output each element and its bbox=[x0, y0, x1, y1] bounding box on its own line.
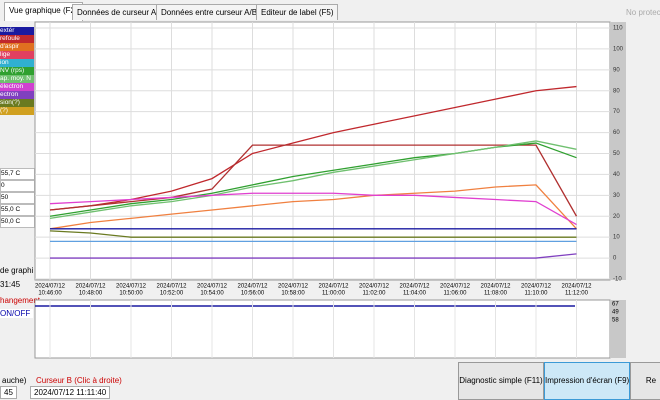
tab[interactable]: Editeur de label (F5) bbox=[256, 4, 339, 20]
x-tick-label: 11:06:00 bbox=[444, 291, 468, 297]
protect-label: No protect bbox=[626, 8, 660, 17]
x-tick-label: 11:02:00 bbox=[363, 291, 387, 297]
x-tick-date: 2024/07/12 bbox=[237, 284, 268, 290]
y-tick-label: 50 bbox=[613, 151, 620, 157]
x-tick-date: 2024/07/12 bbox=[561, 284, 592, 290]
legend-item: ap. moy. N bbox=[0, 75, 34, 83]
y-axis-strip bbox=[610, 22, 626, 280]
series-line bbox=[49, 140, 577, 219]
x-tick-date: 2024/07/12 bbox=[278, 284, 309, 290]
series-line bbox=[49, 184, 577, 230]
x-tick-date: 2024/07/12 bbox=[440, 284, 471, 290]
x-tick-label: 10:58:00 bbox=[281, 291, 305, 297]
x-tick-date: 2024/07/12 bbox=[318, 284, 349, 290]
x-tick-label: 10:50:00 bbox=[119, 291, 143, 297]
side-label: de graphi bbox=[0, 266, 34, 275]
series-line bbox=[49, 192, 577, 226]
legend-item: d'aspir bbox=[0, 43, 34, 51]
cursor-a-label: auche) bbox=[2, 376, 27, 385]
legend-item: sion(?) bbox=[0, 99, 34, 107]
cursor-a-value: 45 bbox=[0, 386, 17, 399]
x-tick-date: 2024/07/12 bbox=[116, 284, 147, 290]
x-tick-date: 2024/07/12 bbox=[521, 284, 552, 290]
strip-tick: 67 bbox=[612, 302, 619, 308]
strip-tick: 49 bbox=[612, 310, 619, 316]
y-tick-label: 20 bbox=[613, 214, 620, 220]
x-tick-label: 11:04:00 bbox=[403, 291, 427, 297]
cursor-b-value: 2024/07/12 11:11:40 bbox=[30, 386, 111, 399]
y-tick-label: -10 bbox=[613, 277, 622, 283]
y-tick-label: 40 bbox=[613, 172, 620, 178]
y-tick-label: 60 bbox=[613, 130, 620, 136]
series-line bbox=[50, 253, 577, 259]
legend-item: électron bbox=[0, 83, 34, 91]
legend-item: ion bbox=[0, 59, 34, 67]
x-tick-date: 2024/07/12 bbox=[359, 284, 390, 290]
y-tick-label: 10 bbox=[613, 235, 620, 241]
x-tick-label: 11:12:00 bbox=[565, 291, 589, 297]
series-line bbox=[49, 85, 577, 211]
button[interactable]: Impression d'écran (F9) bbox=[544, 362, 630, 400]
button[interactable]: Diagnostic simple (F11) bbox=[458, 362, 544, 400]
x-tick-date: 2024/07/12 bbox=[399, 284, 430, 290]
x-tick-label: 10:56:00 bbox=[241, 291, 265, 297]
x-tick-date: 2024/07/12 bbox=[480, 284, 511, 290]
side-value: 55,0 C bbox=[0, 204, 35, 216]
cursor-b-label: Curseur B (Clic à droite) bbox=[36, 376, 122, 385]
x-tick-label: 11:10:00 bbox=[525, 291, 549, 297]
x-tick-date: 2024/07/12 bbox=[35, 284, 66, 290]
y-tick-label: 110 bbox=[613, 26, 623, 32]
x-tick-label: 10:48:00 bbox=[79, 291, 103, 297]
legend-item: (?) bbox=[0, 107, 34, 115]
legend-item: refoule bbox=[0, 35, 34, 43]
y-tick-label: 80 bbox=[613, 88, 620, 94]
legend-item: ectron bbox=[0, 91, 34, 99]
x-tick-date: 2024/07/12 bbox=[197, 284, 228, 290]
legend-item: NV (rps) bbox=[0, 67, 34, 75]
x-tick-date: 2024/07/12 bbox=[156, 284, 187, 290]
series-line bbox=[49, 230, 577, 238]
y-tick-label: 90 bbox=[613, 67, 620, 73]
x-tick-date: 2024/07/12 bbox=[75, 284, 106, 290]
side-label: hangement bbox=[0, 296, 41, 305]
y-tick-label: 70 bbox=[613, 109, 620, 115]
x-tick-label: 10:54:00 bbox=[200, 291, 224, 297]
strip-tick: 58 bbox=[612, 318, 619, 324]
x-tick-label: 11:08:00 bbox=[484, 291, 508, 297]
side-value: 50,0 C bbox=[0, 216, 35, 228]
x-tick-label: 10:46:00 bbox=[38, 291, 62, 297]
x-tick-label: 10:52:00 bbox=[160, 291, 184, 297]
chart: -1001020304050607080901001102024/07/1210… bbox=[34, 21, 626, 359]
digital-strip bbox=[34, 299, 611, 359]
legend-item: extér bbox=[0, 27, 34, 35]
button[interactable]: Re bbox=[630, 362, 660, 400]
side-label: 31:45 bbox=[0, 280, 21, 289]
y-tick-label: 100 bbox=[613, 46, 624, 52]
strip-axis bbox=[610, 300, 626, 358]
series-line bbox=[49, 144, 578, 217]
x-tick-label: 11:00:00 bbox=[322, 291, 346, 297]
y-tick-label: 0 bbox=[613, 256, 617, 262]
side-label: ON/OFF bbox=[0, 309, 33, 318]
y-tick-label: 30 bbox=[613, 193, 620, 199]
legend-item: lige bbox=[0, 51, 34, 59]
